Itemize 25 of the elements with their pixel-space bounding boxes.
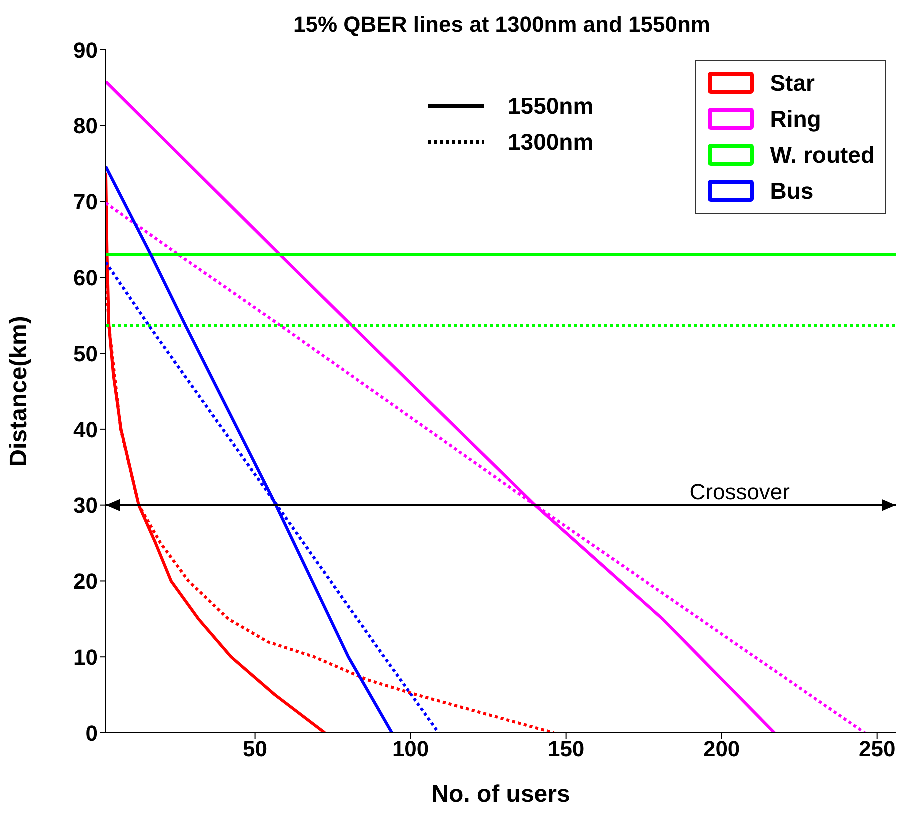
x-tick-label: 150 bbox=[548, 736, 585, 762]
chart-title: 15% QBER lines at 1300nm and 1550nm bbox=[292, 12, 712, 38]
x-tick-label: 200 bbox=[703, 736, 740, 762]
annotation: 1550nm bbox=[508, 92, 594, 120]
y-tick-label: 50 bbox=[74, 341, 98, 366]
y-axis-title: Distance(km) bbox=[6, 316, 33, 467]
x-axis-title: No. of users bbox=[432, 781, 570, 808]
y-tick-label: 70 bbox=[74, 190, 98, 215]
legend-label: Star bbox=[770, 70, 815, 96]
y-tick-label: 40 bbox=[74, 417, 98, 442]
y-tick-label: 80 bbox=[74, 114, 98, 139]
y-tick-label: 30 bbox=[74, 493, 98, 518]
y-tick-label: 0 bbox=[86, 720, 98, 746]
legend-label: Bus bbox=[770, 178, 814, 204]
y-tick-label: 60 bbox=[74, 265, 98, 290]
y-tick-label: 90 bbox=[74, 38, 98, 63]
x-tick-label: 250 bbox=[858, 736, 896, 762]
annotation: 1300nm bbox=[508, 128, 594, 156]
legend-label: W. routed bbox=[770, 142, 875, 168]
legend-label: Ring bbox=[770, 106, 822, 132]
y-tick-label: 10 bbox=[74, 644, 98, 670]
x-tick-label: 50 bbox=[243, 736, 268, 762]
ref-line-label: Crossover bbox=[690, 479, 790, 504]
x-tick-label: 100 bbox=[392, 736, 430, 762]
y-tick-label: 20 bbox=[74, 569, 98, 594]
